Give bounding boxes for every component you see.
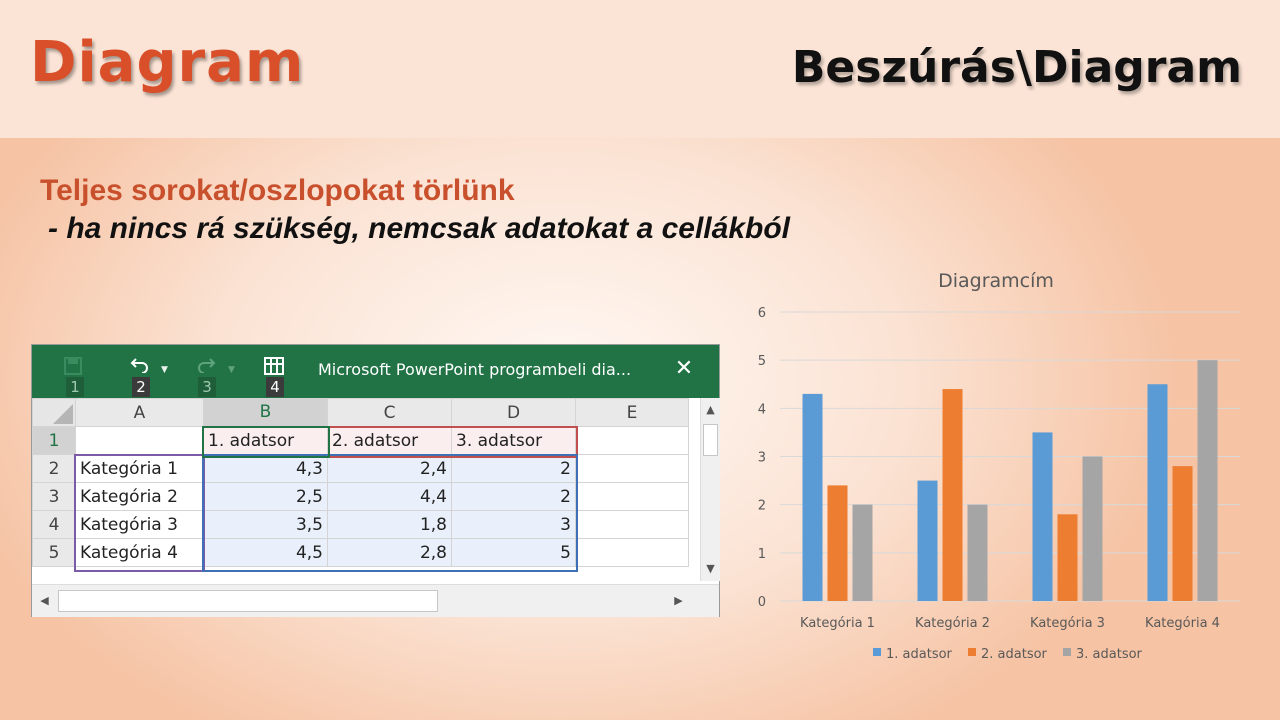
y-tick-label: 0	[758, 595, 766, 610]
vertical-scrollbar[interactable]: ▲ ▼	[700, 398, 720, 581]
bar	[1172, 466, 1193, 601]
legend-swatch	[968, 648, 976, 656]
legend-swatch	[1063, 648, 1071, 656]
bar	[967, 504, 988, 601]
cell-a4[interactable]: Kategória 3	[75, 510, 204, 539]
row-header[interactable]: 4	[32, 510, 76, 539]
header-band	[0, 0, 1280, 138]
close-icon: ✕	[674, 356, 694, 381]
y-tick-label: 5	[758, 354, 766, 369]
save-button[interactable]: 1	[58, 353, 88, 397]
y-tick-label: 3	[758, 451, 766, 466]
legend-entry: 1. adatsor	[886, 647, 953, 662]
legend-entry: 3. adatsor	[1076, 647, 1143, 662]
cell-e1[interactable]	[575, 426, 689, 455]
cell-a3[interactable]: Kategória 2	[75, 482, 204, 511]
redo-button[interactable]: 3	[190, 353, 220, 397]
cell-d5[interactable]: 5	[451, 538, 576, 567]
cell-d4[interactable]: 3	[451, 510, 576, 539]
scroll-left-icon[interactable]: ◀	[40, 594, 49, 607]
column-chart[interactable]: Diagramcím 0 1 2 3 4 5 6 Kategória 1 Kategória 2 K…	[740, 262, 1260, 672]
column-header-b[interactable]: B	[203, 398, 328, 428]
cell-e5[interactable]	[575, 538, 689, 567]
bullet-subtext: - ha nincs rá szükség, nemcsak adatokat …	[48, 212, 790, 245]
x-tick-label: Kategória 2	[915, 616, 990, 631]
bar	[942, 389, 963, 601]
scroll-right-icon[interactable]: ▶	[674, 594, 683, 607]
table-row: 4 Kategória 3 3,5 1,8 3	[32, 510, 689, 539]
bar	[1147, 384, 1168, 601]
scroll-down-icon[interactable]: ▼	[706, 562, 715, 575]
bar	[827, 485, 848, 601]
legend-swatch	[873, 648, 881, 656]
column-header-a[interactable]: A	[75, 398, 204, 427]
cell-e4[interactable]	[575, 510, 689, 539]
redo-dropdown-icon[interactable]: ▼	[228, 365, 235, 375]
slide-title: Diagram	[30, 30, 305, 95]
legend-entry: 2. adatsor	[981, 647, 1048, 662]
active-cell-border	[202, 426, 330, 458]
category-range-border	[74, 454, 205, 572]
row-header[interactable]: 3	[32, 482, 76, 511]
edit-data-button[interactable]: 4	[258, 353, 288, 397]
excel-window-title: Microsoft PowerPoint programbeli dia...	[318, 360, 632, 379]
save-icon	[64, 357, 82, 375]
edit-data-grid-icon	[264, 357, 284, 375]
y-tick-label: 6	[758, 306, 766, 321]
keytip-edit-data: 4	[266, 377, 284, 397]
column-header-row: A B C D E	[32, 398, 689, 428]
bar	[802, 393, 823, 601]
column-header-c[interactable]: C	[327, 398, 452, 427]
undo-dropdown-icon[interactable]: ▼	[161, 365, 168, 375]
undo-icon	[130, 358, 148, 373]
x-tick-label: Kategória 3	[1030, 616, 1105, 631]
bullet-heading: Teljes sorokat/oszlopokat törlünk	[40, 174, 515, 207]
row-header[interactable]: 1	[32, 426, 76, 455]
chart-title: Diagramcím	[938, 270, 1054, 292]
x-tick-label: Kategória 1	[800, 616, 875, 631]
bar	[1032, 432, 1053, 601]
cell-b5[interactable]: 4,5	[203, 538, 328, 567]
excel-data-window: 1 2 ▼ 3 ▼ 4 Microsoft	[31, 344, 720, 617]
close-button[interactable]: ✕	[672, 355, 696, 383]
select-all-triangle-icon	[53, 404, 73, 424]
keytip-undo: 2	[132, 377, 150, 397]
y-tick-label: 1	[758, 547, 766, 562]
y-tick-label: 2	[758, 499, 766, 514]
horizontal-scroll-thumb[interactable]	[58, 590, 438, 612]
excel-titlebar: 1 2 ▼ 3 ▼ 4 Microsoft	[32, 345, 719, 398]
vertical-scroll-thumb[interactable]	[703, 424, 718, 456]
bar	[1197, 360, 1218, 601]
scroll-up-icon[interactable]: ▲	[706, 403, 715, 416]
table-row: 2 Kategória 1 4,3 2,4 2	[32, 454, 689, 483]
cell-d2[interactable]: 2	[451, 454, 576, 483]
redo-icon	[198, 358, 216, 373]
cell-a2[interactable]: Kategória 1	[75, 454, 204, 483]
cell-b4[interactable]: 3,5	[203, 510, 328, 539]
bar	[1057, 514, 1078, 601]
column-header-e[interactable]: E	[575, 398, 689, 427]
cell-d3[interactable]: 2	[451, 482, 576, 511]
values-range-border	[202, 454, 578, 572]
horizontal-scrollbar[interactable]: ◀ ▶	[32, 584, 719, 617]
menu-path-heading: Beszúrás\Diagram	[791, 42, 1242, 93]
undo-button[interactable]: 2	[124, 353, 154, 397]
x-tick-label: Kategória 4	[1145, 616, 1220, 631]
y-tick-label: 4	[758, 402, 766, 417]
table-row: 3 Kategória 2 2,5 4,4 2	[32, 482, 689, 511]
cell-a1[interactable]	[75, 426, 204, 455]
cell-e2[interactable]	[575, 454, 689, 483]
keytip-redo: 3	[198, 377, 216, 397]
bar	[917, 480, 938, 601]
select-all-corner[interactable]	[32, 398, 76, 427]
keytip-save: 1	[66, 377, 84, 397]
row-header[interactable]: 2	[32, 454, 76, 483]
column-header-d[interactable]: D	[451, 398, 576, 427]
bar	[1082, 456, 1103, 601]
bar	[852, 504, 873, 601]
row-header[interactable]: 5	[32, 538, 76, 567]
cell-e3[interactable]	[575, 482, 689, 511]
cell-c5[interactable]: 2,8	[327, 538, 452, 567]
